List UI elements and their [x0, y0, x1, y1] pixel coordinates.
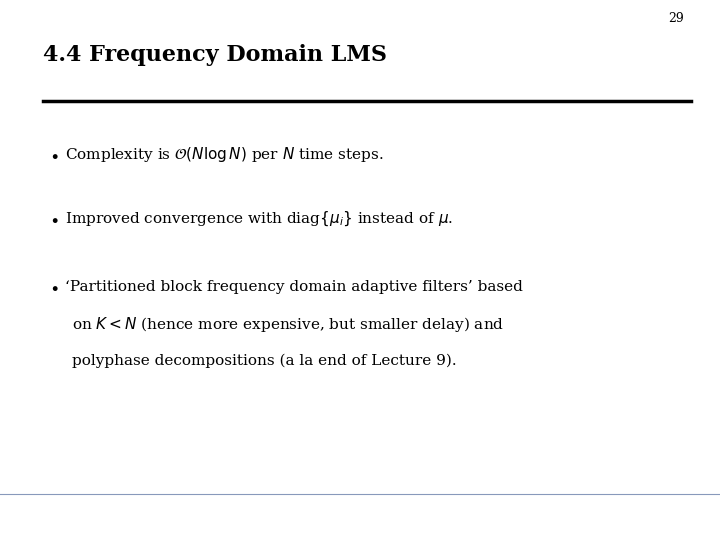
Text: $\bullet$: $\bullet$: [49, 210, 59, 228]
Text: 4.4 Frequency Domain LMS: 4.4 Frequency Domain LMS: [43, 44, 387, 66]
Text: p. 31: p. 31: [670, 513, 698, 523]
Text: $\bullet$: $\bullet$: [49, 146, 59, 164]
Text: DSP-CIS  /  Chapter-12 : Least Mean Squares (LMS) Algorithm  /  Version 2011-201: DSP-CIS / Chapter-12 : Least Mean Square…: [14, 513, 478, 523]
Text: on $K < N$ (hence more expensive, but smaller delay) and: on $K < N$ (hence more expensive, but sm…: [72, 315, 504, 334]
Text: 29: 29: [668, 12, 684, 25]
Text: Improved convergence with diag$\{\mu_i\}$ instead of $\mu$.: Improved convergence with diag$\{\mu_i\}…: [65, 210, 453, 228]
Text: $\bullet$: $\bullet$: [49, 279, 59, 296]
Text: polyphase decompositions (a la end of Lecture 9).: polyphase decompositions (a la end of Le…: [72, 354, 456, 368]
Text: Complexity is $\mathcal{O}(N \log N)$ per $N$ time steps.: Complexity is $\mathcal{O}(N \log N)$ pe…: [65, 145, 383, 164]
Text: ‘Partitioned block frequency domain adaptive filters’ based: ‘Partitioned block frequency domain adap…: [65, 280, 523, 294]
